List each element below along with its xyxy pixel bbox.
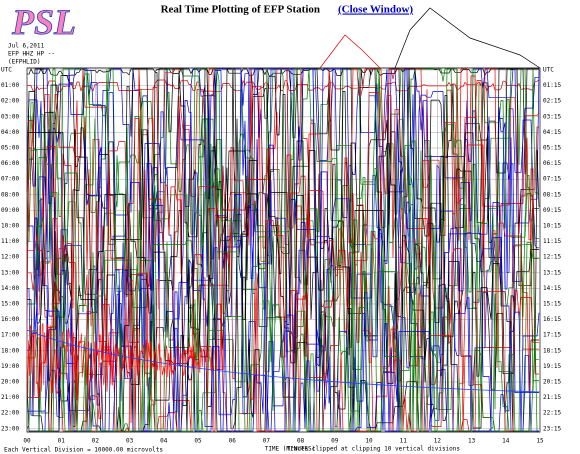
row-label-left: 15:00 xyxy=(1,301,19,308)
footer-left: Each Vertical Division = 10000.00 microv… xyxy=(4,447,163,454)
red-burst xyxy=(26,323,215,398)
trace xyxy=(27,113,539,370)
x-tick-label: 05 xyxy=(194,438,202,445)
row-label-right: UTC xyxy=(543,67,554,74)
row-label-right: 23:15 xyxy=(543,425,561,432)
row-label-left: 09:00 xyxy=(1,207,19,214)
row-label-right: 19:15 xyxy=(543,363,561,370)
row-label-left: 07:00 xyxy=(1,176,19,183)
station-code: (EFPHLID) xyxy=(8,59,41,66)
row-label-right: 15:15 xyxy=(543,301,561,308)
x-axis-title: TIME (MINUTES) xyxy=(265,446,316,453)
row-label-right: 14:15 xyxy=(543,285,561,292)
footer-right: Traces clipped at clipping 10 vertical d… xyxy=(287,446,461,453)
x-tick-label: 10 xyxy=(365,438,373,445)
row-label-left: 18:00 xyxy=(1,347,19,354)
row-label-right: 21:15 xyxy=(543,394,561,401)
x-tick-label: 01 xyxy=(58,438,66,445)
x-tick-label: 14 xyxy=(502,438,510,445)
row-label-left: 21:00 xyxy=(1,394,19,401)
row-label-right: 04:15 xyxy=(543,129,561,136)
x-tick-label: 09 xyxy=(331,438,339,445)
row-label-right: 17:15 xyxy=(543,332,561,339)
x-tick-label: 08 xyxy=(297,438,305,445)
row-label-left: 20:00 xyxy=(1,379,19,386)
row-label-right: 11:15 xyxy=(543,238,561,245)
row-label-right: 13:15 xyxy=(543,269,561,276)
station-label: EFP HHZ HP -- xyxy=(8,51,55,58)
row-label-right: 18:15 xyxy=(543,347,561,354)
row-label-right: 01:15 xyxy=(543,82,561,89)
row-label-right: 10:15 xyxy=(543,223,561,230)
row-label-right: 03:15 xyxy=(543,113,561,120)
row-label-right: 16:15 xyxy=(543,316,561,323)
row-label-left: 11:00 xyxy=(1,238,19,245)
row-label-right: 09:15 xyxy=(543,207,561,214)
logo: PSL xyxy=(11,2,76,42)
x-tick-label: 07 xyxy=(263,438,271,445)
row-label-left: 10:00 xyxy=(1,223,19,230)
row-label-left: 23:00 xyxy=(1,425,19,432)
date-label: Jul 6,2011 xyxy=(8,43,45,50)
row-label-right: 12:15 xyxy=(543,254,561,261)
row-label-left: 05:00 xyxy=(1,145,19,152)
row-label-left: UTC xyxy=(1,67,12,74)
decay-curve xyxy=(26,329,541,393)
x-tick-label: 03 xyxy=(126,438,134,445)
row-label-right: 02:15 xyxy=(543,98,561,105)
x-tick-label: 00 xyxy=(23,438,31,445)
x-tick-label: 15 xyxy=(536,438,544,445)
x-tick-label: 11 xyxy=(400,438,408,445)
trace xyxy=(26,68,539,293)
trace xyxy=(27,222,540,432)
row-label-left: 04:00 xyxy=(1,129,19,136)
x-tick-label: 12 xyxy=(434,438,442,445)
x-tick-label: 13 xyxy=(468,438,476,445)
row-label-right: 07:15 xyxy=(543,176,561,183)
x-tick-label: 02 xyxy=(92,438,100,445)
trace xyxy=(27,100,539,356)
trace xyxy=(27,205,539,432)
row-label-left: 16:00 xyxy=(1,316,19,323)
trace xyxy=(26,299,539,432)
close-window-link[interactable]: (Close Window) xyxy=(338,4,413,16)
overshoot xyxy=(319,34,381,69)
row-label-left: 01:00 xyxy=(1,82,19,89)
page-title: Real Time Plotting of EFP Station xyxy=(161,4,320,16)
row-label-right: 06:15 xyxy=(543,160,561,167)
row-label-left: 14:00 xyxy=(1,285,19,292)
x-tick-label: 06 xyxy=(229,438,237,445)
row-label-left: 17:00 xyxy=(1,332,19,339)
trace xyxy=(26,252,539,432)
row-label-right: 05:15 xyxy=(543,145,561,152)
trace xyxy=(27,127,540,385)
trace xyxy=(27,193,539,432)
row-label-left: 03:00 xyxy=(1,113,19,120)
row-label-right: 20:15 xyxy=(543,379,561,386)
overshoot xyxy=(394,7,541,69)
x-tick-label: 04 xyxy=(160,438,168,445)
row-label-left: 02:00 xyxy=(1,98,19,105)
row-label-left: 22:00 xyxy=(1,410,19,417)
row-label-right: 22:15 xyxy=(543,410,561,417)
row-label-left: 12:00 xyxy=(1,254,19,261)
trace xyxy=(26,80,539,341)
row-label-left: 08:00 xyxy=(1,191,19,198)
row-label-left: 06:00 xyxy=(1,160,19,167)
traces xyxy=(26,7,541,433)
row-label-left: 13:00 xyxy=(1,269,19,276)
row-label-left: 19:00 xyxy=(1,363,19,370)
row-label-right: 08:15 xyxy=(543,191,561,198)
